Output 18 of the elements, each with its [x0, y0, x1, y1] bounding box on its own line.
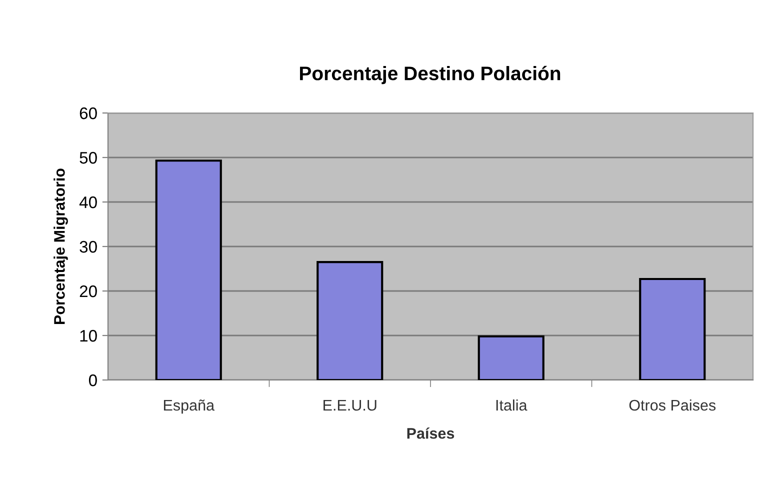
x-tick-label: Italia — [496, 399, 528, 411]
y-tick-label: 60 — [80, 107, 97, 120]
x-tick-label: Otros Paises — [629, 399, 716, 411]
x-tick-label: E.E.U.U — [324, 400, 376, 411]
chart-title: Porcentaje Destino Polación — [300, 66, 560, 84]
y-tick-label: 50 — [80, 152, 97, 164]
y-tick-label: 30 — [80, 240, 97, 253]
bar — [155, 160, 222, 380]
y-tick-label: 10 — [80, 330, 97, 342]
bar — [316, 261, 384, 380]
y-tick-label: 0 — [88, 374, 97, 386]
bar — [639, 278, 706, 380]
x-tick-label: España — [164, 400, 215, 414]
y-axis-title: Porcentaje Migratorio — [54, 168, 68, 324]
y-tick-label: 40 — [79, 196, 97, 208]
bar — [478, 335, 544, 380]
x-axis-title: Países — [407, 427, 454, 439]
y-tick-label: 20 — [80, 285, 97, 298]
